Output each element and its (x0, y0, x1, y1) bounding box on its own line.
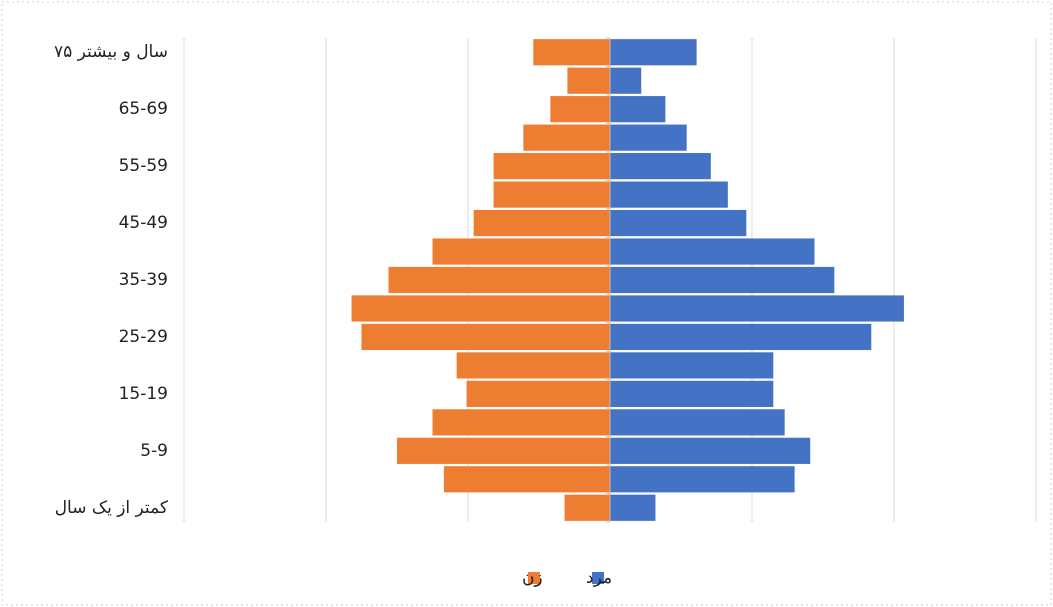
legend-swatch (592, 572, 604, 584)
bar (351, 295, 610, 322)
bar (432, 409, 610, 436)
bar (443, 466, 610, 493)
legend-label: زن (522, 568, 543, 588)
y-tick-label: 35-39 (119, 270, 168, 290)
bar (610, 266, 835, 294)
bar (397, 437, 610, 464)
bar (456, 352, 610, 379)
bar (567, 67, 610, 94)
y-tick-label: 15-19 (119, 384, 168, 404)
y-tick-label: کمتر از یک سال (55, 498, 169, 518)
bar (610, 238, 815, 265)
bar (388, 266, 610, 294)
legend-label: مرد (586, 568, 612, 588)
bar (610, 96, 666, 123)
bar (533, 39, 610, 66)
bar (610, 409, 785, 436)
bar (610, 295, 904, 322)
y-tick-label: 55-59 (119, 156, 168, 176)
bar (610, 67, 642, 94)
bar (523, 124, 610, 151)
bar (610, 209, 747, 237)
y-tick-label: 65-69 (119, 99, 168, 119)
y-tick-label: 5-9 (140, 441, 168, 461)
bar (493, 181, 610, 208)
bar (493, 153, 610, 180)
bar (610, 323, 872, 351)
bar (610, 153, 711, 180)
y-tick-label: 45-49 (119, 213, 168, 233)
bar (473, 209, 610, 237)
bar (564, 494, 610, 521)
bar (466, 380, 610, 407)
bar (610, 466, 795, 493)
bar (610, 494, 656, 521)
bar (610, 39, 697, 66)
bar (610, 352, 774, 379)
bar (610, 437, 811, 464)
y-tick-label: ۷۵ سال و بیشتر (54, 42, 168, 62)
bar (610, 124, 687, 151)
bar (610, 380, 774, 407)
bar (361, 323, 610, 351)
bar (610, 181, 728, 208)
bar (550, 96, 610, 123)
y-tick-label: 25-29 (119, 327, 168, 347)
legend-swatch (527, 572, 540, 584)
bar (432, 238, 610, 265)
